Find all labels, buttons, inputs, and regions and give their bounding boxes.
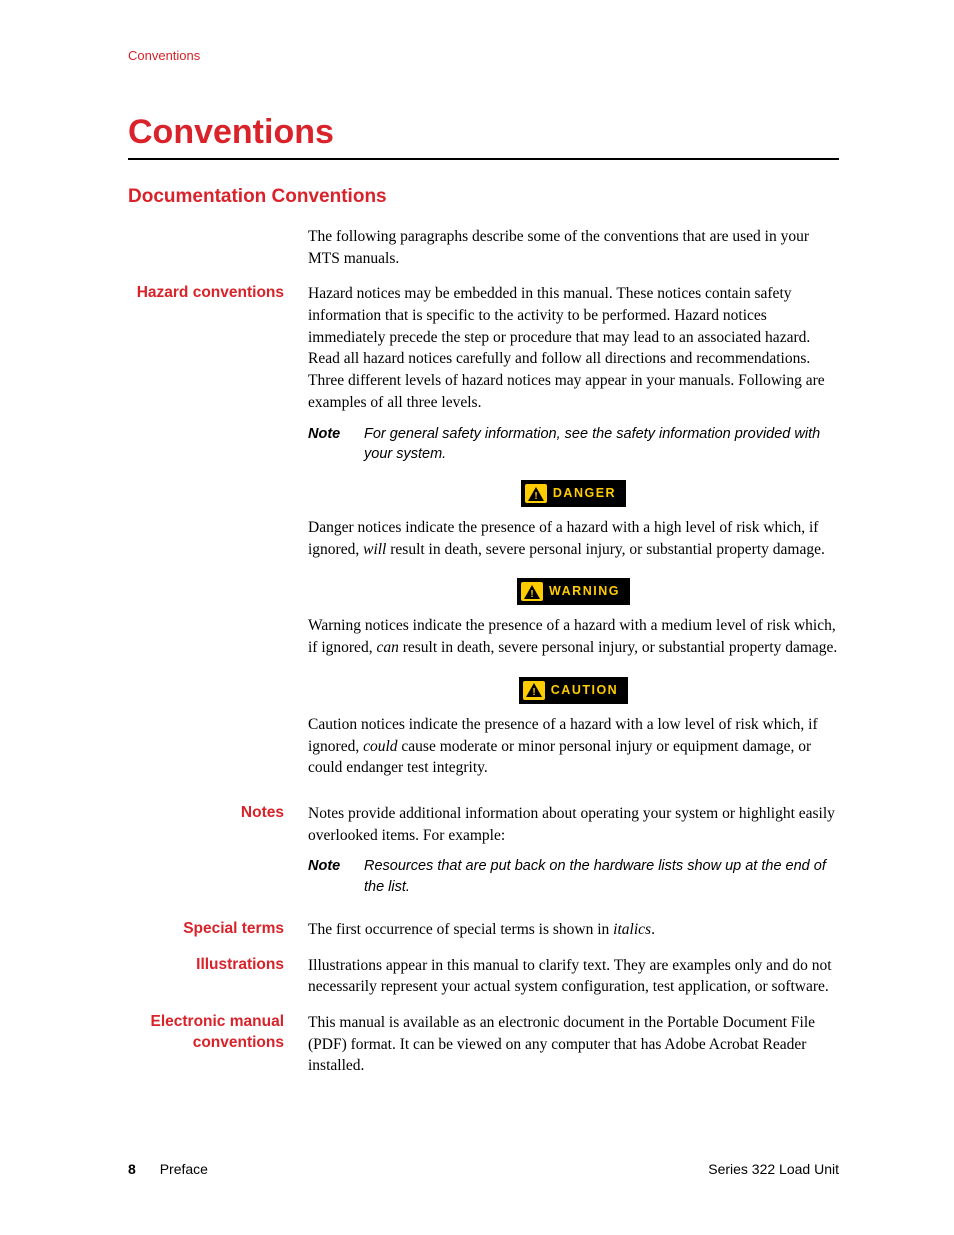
electronic-body: This manual is available as an electroni…: [308, 1012, 839, 1077]
page-title: Conventions: [128, 113, 839, 160]
note-label: Note: [308, 856, 364, 897]
warning-triangle-icon: !: [525, 484, 547, 503]
footer-doc-title: Series 322 Load Unit: [708, 1161, 839, 1177]
note-text: For general safety information, see the …: [364, 424, 839, 465]
note-text: Resources that are put back on the hardw…: [364, 856, 839, 897]
section-title: Documentation Conventions: [128, 186, 839, 208]
danger-badge-text: DANGER: [553, 485, 616, 503]
svg-text:!: !: [534, 491, 537, 501]
notes-body: Notes provide additional information abo…: [308, 803, 839, 846]
intro-text: The following paragraphs describe some o…: [308, 226, 839, 269]
note-label: Note: [308, 424, 364, 465]
illustrations-body: Illustrations appear in this manual to c…: [308, 955, 839, 998]
running-header: Conventions: [128, 48, 839, 63]
side-label-empty: [128, 226, 308, 269]
caution-description: Caution notices indicate the presence of…: [308, 714, 839, 779]
warning-description: Warning notices indicate the presence of…: [308, 615, 839, 658]
illustrations-label: Illustrations: [128, 955, 308, 998]
caution-badge-text: CAUTION: [551, 682, 618, 700]
danger-description: Danger notices indicate the presence of …: [308, 517, 839, 560]
svg-text:!: !: [532, 687, 535, 697]
hazard-label: Hazard conventions: [128, 283, 308, 789]
page-footer: 8 Preface Series 322 Load Unit: [128, 1161, 839, 1177]
electronic-label: Electronic manual conventions: [128, 1012, 308, 1077]
page-number: 8: [128, 1161, 136, 1177]
special-terms-body: The first occurrence of special terms is…: [308, 919, 839, 941]
special-terms-label: Special terms: [128, 919, 308, 941]
footer-section: Preface: [160, 1161, 208, 1177]
hazard-body: Hazard notices may be embedded in this m…: [308, 283, 839, 413]
svg-text:!: !: [530, 589, 533, 599]
warning-triangle-icon: !: [521, 582, 543, 601]
warning-badge: ! WARNING: [517, 578, 630, 605]
caution-badge: ! CAUTION: [519, 677, 628, 704]
notes-label: Notes: [128, 803, 308, 905]
danger-badge: ! DANGER: [521, 480, 626, 507]
warning-badge-text: WARNING: [549, 583, 620, 601]
warning-triangle-icon: !: [523, 681, 545, 700]
